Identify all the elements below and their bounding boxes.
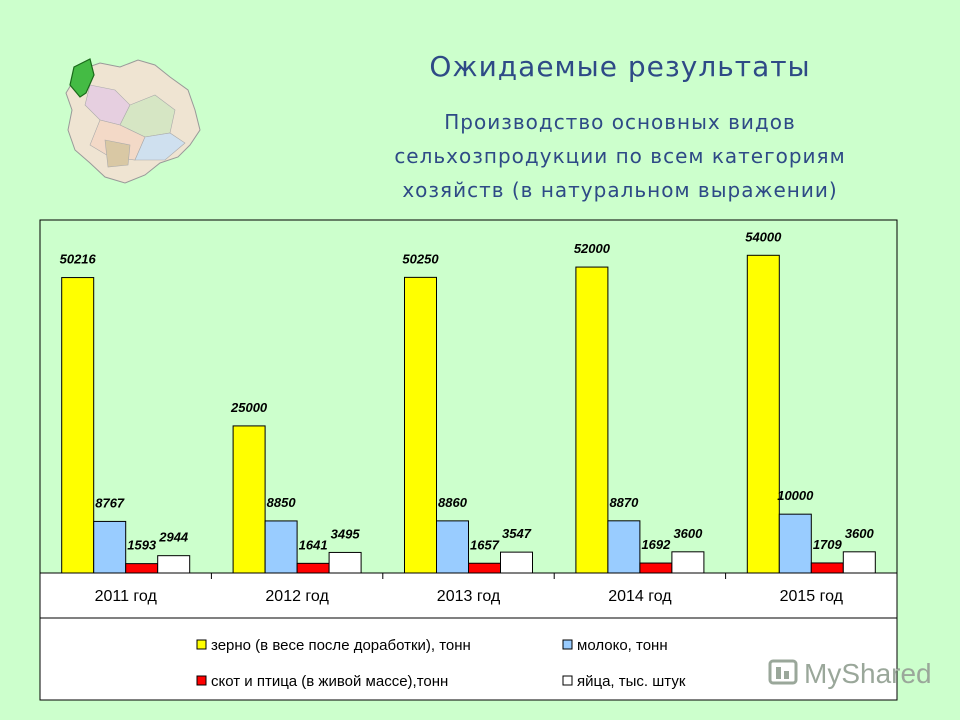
bar <box>607 520 641 574</box>
data-label: 54000 <box>745 229 782 244</box>
data-label: 2944 <box>158 530 189 545</box>
bar <box>468 562 501 574</box>
legend-swatch <box>562 639 573 650</box>
page-subtitle: Производство основных видов сельхозпроду… <box>300 105 940 207</box>
data-label: 10000 <box>777 488 814 503</box>
legend-swatch <box>196 675 207 686</box>
bar <box>157 555 191 574</box>
data-label: 8767 <box>95 495 125 510</box>
watermark-logo: MyShared <box>768 658 932 689</box>
data-label: 1692 <box>641 537 671 552</box>
bar <box>639 562 673 574</box>
x-tick-label: 2015 год <box>780 588 844 605</box>
subtitle-line-1: Производство основных видов <box>444 110 796 134</box>
region-map-icon <box>65 58 201 184</box>
data-label: 8870 <box>609 495 639 510</box>
presentation-icon <box>768 659 798 685</box>
data-label: 50250 <box>402 251 439 266</box>
x-tick-label: 2014 год <box>608 588 672 605</box>
bar <box>264 520 298 574</box>
subtitle-line-2: сельхозпродукции по всем категориям <box>394 144 846 168</box>
data-label: 3547 <box>502 526 532 541</box>
data-label: 1593 <box>127 538 157 553</box>
legend-label: скот и птица (в живой массе),тонн <box>211 673 448 690</box>
bar <box>328 551 362 574</box>
data-label: 50216 <box>60 252 97 267</box>
bar <box>500 551 533 574</box>
bar <box>61 277 95 574</box>
bar <box>671 551 705 574</box>
bar <box>810 562 844 574</box>
bar <box>778 513 812 574</box>
legend-swatch <box>562 675 573 686</box>
data-label: 8850 <box>267 495 297 510</box>
data-label: 1657 <box>470 537 500 552</box>
legend-label: зерно (в весе после доработки), тонн <box>211 637 471 654</box>
bar <box>232 425 266 574</box>
data-label: 3600 <box>845 526 875 541</box>
legend-label: молоко, тонн <box>577 637 668 654</box>
subtitle-line-3: хозяйств (в натуральном выражении) <box>402 178 838 202</box>
watermark-text: MyShared <box>804 658 932 689</box>
legend-swatch <box>196 639 207 650</box>
data-label: 1709 <box>813 537 843 552</box>
data-label: 25000 <box>230 400 268 415</box>
bar <box>746 254 780 574</box>
page-title: Ожидаемые результаты <box>429 50 811 83</box>
bar <box>125 563 159 574</box>
data-label: 3600 <box>673 526 703 541</box>
bar <box>842 551 876 574</box>
x-tick-label: 2011 год <box>95 588 158 605</box>
data-label: 52000 <box>574 241 611 256</box>
legend-label: яйца, тыс. штук <box>577 673 686 690</box>
x-tick-label: 2013 год <box>437 588 501 605</box>
bar <box>296 562 330 574</box>
data-label: 1641 <box>299 537 328 552</box>
bar <box>404 276 437 574</box>
data-label: 8860 <box>438 495 468 510</box>
bar <box>575 266 609 574</box>
x-tick-label: 2012 год <box>265 588 329 605</box>
data-label: 3495 <box>331 526 361 541</box>
bar <box>436 520 469 574</box>
bar <box>93 520 127 574</box>
